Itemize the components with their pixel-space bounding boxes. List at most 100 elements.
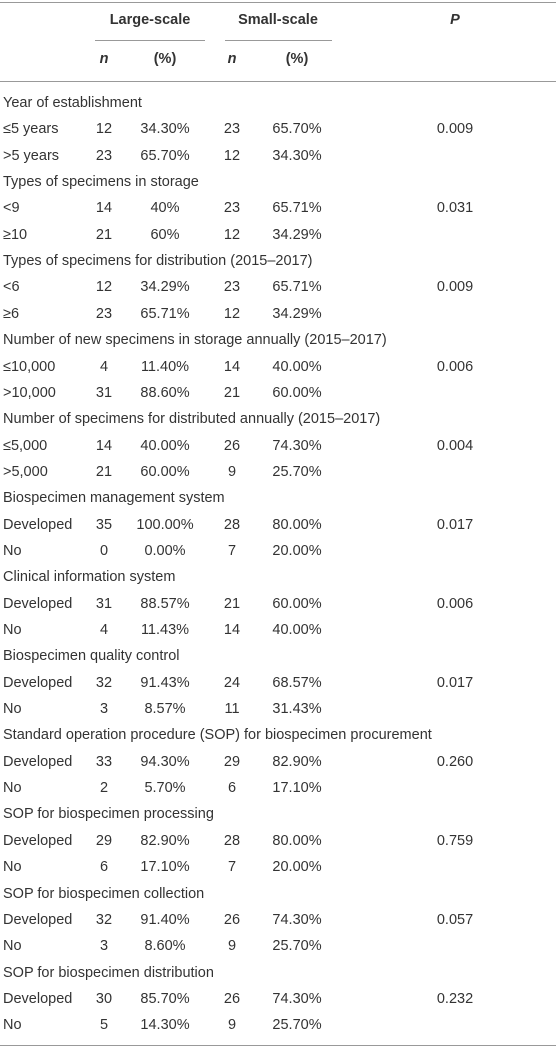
- cell: 65.70%: [140, 147, 190, 164]
- cell: 31: [95, 595, 113, 612]
- cell: 0.00%: [144, 542, 186, 559]
- cell: 34.29%: [272, 226, 322, 243]
- cell: 11.43%: [140, 622, 190, 638]
- row-label: Developed: [3, 753, 73, 770]
- cell: 24: [223, 674, 241, 691]
- cell: 12: [95, 121, 113, 138]
- cell: 26: [223, 990, 241, 1007]
- cell: 30: [95, 990, 113, 1007]
- cell: 60.00%: [140, 463, 190, 480]
- cell: 9: [227, 938, 237, 955]
- cell: 65.71%: [272, 200, 322, 217]
- row-label: Developed: [3, 990, 73, 1007]
- cell: 29: [223, 753, 241, 770]
- row-label: >5 years: [3, 147, 60, 164]
- cell: 80.00%: [272, 832, 322, 849]
- rule: [0, 81, 556, 82]
- cell: 9: [227, 463, 237, 480]
- cell: 8.60%: [144, 938, 186, 955]
- cell: 74.30%: [272, 437, 322, 454]
- row-label: ≤5 years: [3, 121, 59, 138]
- p-value: 0.009: [436, 121, 474, 138]
- cell: 12: [223, 226, 241, 243]
- row-label: Developed: [3, 674, 73, 691]
- row-label: Developed: [3, 595, 73, 612]
- cell: 65.71%: [140, 305, 190, 322]
- cell: 21: [95, 463, 113, 480]
- cell: 2: [99, 780, 109, 797]
- cell: 32: [95, 674, 113, 691]
- cell: 7: [227, 859, 237, 876]
- cell: 40.00%: [272, 622, 322, 638]
- row-label: >5,000: [3, 463, 48, 480]
- cell: 94.30%: [140, 753, 190, 770]
- cell: 34.30%: [272, 147, 322, 164]
- section-title: Year of establishment: [3, 95, 142, 111]
- cell: 11: [224, 701, 240, 718]
- section-title: SOP for biospecimen processing: [3, 806, 214, 823]
- cell: 5: [99, 1017, 109, 1034]
- cell: 23: [223, 279, 241, 296]
- cell: 8.57%: [144, 701, 186, 718]
- cell: 3: [99, 938, 109, 955]
- row-label: ≤10,000: [3, 358, 56, 375]
- p-value: 0.006: [436, 358, 474, 375]
- cell: 34.30%: [140, 121, 190, 138]
- cell: 82.90%: [140, 832, 190, 849]
- cell: 88.57%: [140, 595, 190, 612]
- group-header: Large-scale: [109, 12, 191, 28]
- cell: 65.71%: [272, 279, 322, 296]
- cell: 14: [223, 358, 241, 375]
- section-title: Biospecimen quality control: [3, 648, 180, 665]
- cell: 4: [99, 358, 109, 375]
- p-value: 0.260: [436, 753, 474, 770]
- section-title: Number of new specimens in storage annua…: [3, 332, 387, 349]
- section-title: Standard operation procedure (SOP) for b…: [3, 727, 432, 744]
- cell: 34.29%: [140, 279, 190, 296]
- row-label: >10,000: [3, 384, 56, 401]
- p-value: 0.006: [436, 595, 474, 612]
- row-label: No: [3, 859, 22, 876]
- cell: 0: [99, 542, 109, 559]
- row-label: ≥10: [3, 226, 28, 243]
- cell: 68.57%: [272, 674, 322, 691]
- cell: 74.30%: [272, 911, 322, 928]
- row-label: No: [3, 622, 22, 638]
- p-value: 0.009: [436, 279, 474, 296]
- cell: 23: [95, 147, 113, 164]
- sub-header: n: [99, 51, 109, 67]
- row-label: Developed: [3, 516, 73, 533]
- cell: 29: [95, 832, 113, 849]
- section-title: Types of specimens in storage: [3, 174, 199, 191]
- cell: 3: [99, 701, 109, 718]
- p-value: 0.017: [436, 674, 474, 691]
- p-value: 0.017: [436, 516, 474, 533]
- cell: 34.29%: [272, 305, 322, 322]
- cell: 12: [95, 279, 113, 296]
- section-title: Types of specimens for distribution (201…: [3, 253, 313, 270]
- cell: 60.00%: [272, 595, 322, 612]
- p-header: P: [450, 12, 460, 28]
- sub-header: n: [227, 51, 237, 67]
- p-value: 0.004: [436, 437, 474, 454]
- cell: 11.40%: [140, 358, 190, 375]
- cell: 20.00%: [272, 859, 322, 876]
- cell: 14: [95, 437, 113, 454]
- cell: 6: [227, 780, 237, 797]
- row-label: No: [3, 780, 22, 797]
- cell: 60%: [150, 226, 180, 243]
- sub-header: (%): [153, 51, 177, 67]
- cell: 40%: [150, 200, 180, 217]
- cell: 31: [95, 384, 113, 401]
- cell: 25.70%: [272, 938, 322, 955]
- cell: 12: [223, 305, 241, 322]
- cell: 23: [95, 305, 113, 322]
- cell: 33: [95, 753, 113, 770]
- row-label: Developed: [3, 911, 73, 928]
- cell: 26: [223, 911, 241, 928]
- p-value: 0.057: [436, 911, 474, 928]
- row-label: <9: [3, 200, 20, 217]
- cell: 28: [223, 832, 241, 849]
- section-title: Biospecimen management system: [3, 490, 225, 507]
- cell: 14: [95, 200, 113, 217]
